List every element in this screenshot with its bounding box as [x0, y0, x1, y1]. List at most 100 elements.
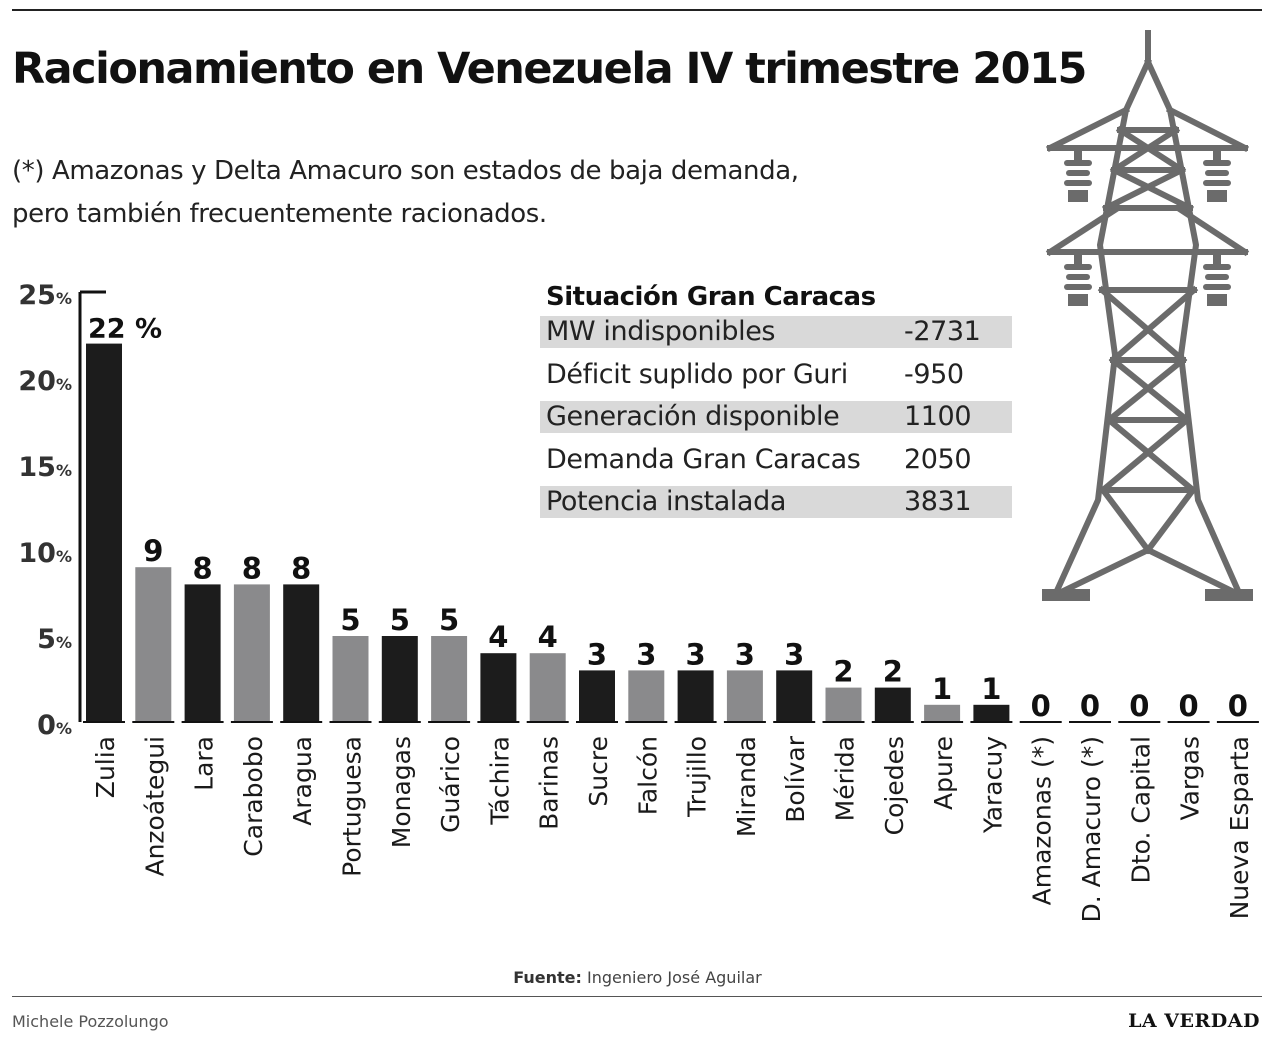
bar [431, 636, 468, 722]
situacion-table: Situación Gran Caracas MW indisponibles … [540, 278, 1012, 529]
category-label: Zulia [91, 736, 120, 798]
bar [973, 704, 1010, 722]
data-label: 5 [390, 603, 410, 637]
category-label: Yaracuy [978, 736, 1007, 834]
source-label: Fuente: [513, 968, 582, 987]
table-row: MW indisponibles -2731 [540, 316, 1012, 348]
bar [579, 670, 615, 722]
row-label: Déficit suplido por Guri [546, 358, 848, 390]
publication-logo: LA VERDAD [1128, 1010, 1260, 1032]
bar [381, 636, 418, 722]
data-label: 3 [686, 637, 706, 671]
row-value: 2050 [904, 443, 972, 475]
y-tick-label: 0% [37, 710, 72, 741]
data-label: 8 [193, 551, 213, 585]
bar-chart: 0% 5% 10% 15% 20% 25% 22 % Zulia 9 Anzoátegui 8 Lar… [18, 280, 1259, 923]
chart-subtitle: (*) Amazonas y Delta Amacuro son estados… [12, 150, 912, 236]
category-label: Lara [190, 736, 219, 791]
data-label: 3 [735, 637, 755, 671]
data-label: 2 [883, 655, 903, 689]
y-tick-label: 25% [18, 280, 72, 311]
data-label: 4 [538, 620, 558, 654]
row-label: Potencia instalada [546, 486, 786, 517]
bar [86, 343, 122, 722]
table-title: Situación Gran Caracas [546, 282, 876, 312]
bar [233, 584, 270, 722]
row-value: -950 [904, 358, 964, 390]
bar [874, 687, 911, 722]
top-rule [12, 9, 1262, 11]
y-tick-label: 15% [18, 452, 72, 483]
data-label: 9 [143, 534, 163, 568]
data-label: 0 [1031, 689, 1051, 723]
category-label: Dto. Capital [1126, 736, 1155, 883]
bar [677, 670, 714, 722]
data-label: 8 [242, 551, 262, 585]
data-label: 1 [932, 672, 952, 706]
source-text: Ingeniero José Aguilar [587, 968, 762, 987]
category-label: Trujillo [683, 736, 712, 818]
category-label: Barinas [535, 736, 564, 830]
row-label: MW indisponibles [546, 316, 776, 347]
bar [628, 670, 665, 722]
data-label: 5 [340, 603, 360, 637]
data-label: 3 [784, 637, 804, 671]
subtitle-line: pero también frecuentemente racionados. [12, 199, 547, 229]
category-label: Amazonas (*) [1028, 736, 1057, 905]
category-label: Aragua [288, 736, 317, 826]
y-tick-label: 10% [18, 538, 72, 569]
data-label: 0 [1129, 689, 1149, 723]
category-label: Anzoátegui [140, 736, 169, 877]
bar [480, 653, 517, 722]
power-tower-icon [1042, 30, 1253, 601]
y-tick-label: 5% [37, 624, 72, 655]
data-label: 0 [1179, 689, 1199, 723]
row-value: -2731 [904, 316, 981, 347]
bar [135, 567, 172, 722]
data-label: 22 % [88, 314, 162, 345]
category-label: Carabobo [239, 736, 268, 857]
category-label: Sucre [584, 736, 613, 807]
category-label: D. Amacuro (*) [1077, 736, 1106, 923]
source-note: Fuente: Ingeniero José Aguilar [0, 968, 1275, 987]
category-label: Mérida [831, 736, 860, 821]
y-tick-label: 20% [18, 366, 72, 397]
data-label: 8 [291, 551, 311, 585]
category-label: Guárico [436, 736, 465, 833]
table-row: Demanda Gran Caracas 2050 [540, 444, 1012, 476]
bar [776, 670, 813, 722]
data-label: 1 [981, 672, 1001, 706]
bottom-rule [12, 996, 1262, 997]
category-label: Monagas [387, 736, 416, 848]
data-label: 5 [439, 603, 459, 637]
table-row: Déficit suplido por Guri -950 [540, 359, 1012, 391]
category-label: Miranda [732, 736, 761, 837]
category-label: Portuguesa [338, 736, 367, 877]
subtitle-line: (*) Amazonas y Delta Amacuro son estados… [12, 156, 799, 186]
bar [825, 687, 862, 722]
table-row: Generación disponible 1100 [540, 401, 1012, 433]
category-label: Apure [929, 736, 958, 810]
category-label: Vargas [1176, 736, 1205, 821]
bar [184, 584, 221, 722]
data-label: 2 [833, 655, 853, 689]
category-label: Falcón [633, 736, 662, 815]
chart-title: Racionamiento en Venezuela IV trimestre … [12, 44, 1087, 94]
row-label: Generación disponible [546, 401, 840, 432]
bar [726, 670, 763, 722]
category-label: Cojedes [880, 736, 909, 835]
author-credit: Michele Pozzolungo [12, 1012, 169, 1031]
category-label: Bolívar [781, 735, 810, 822]
row-value: 1100 [904, 401, 972, 432]
data-label: 3 [587, 637, 607, 671]
row-label: Demanda Gran Caracas [546, 443, 861, 475]
bar [283, 584, 320, 722]
table-row: Potencia instalada 3831 [540, 486, 1012, 518]
data-label: 0 [1080, 689, 1100, 723]
category-label: Nueva Esparta [1225, 736, 1254, 919]
category-label: Táchira [485, 736, 514, 826]
data-label: 0 [1228, 689, 1248, 723]
bar [924, 704, 961, 722]
bar [529, 653, 566, 722]
bar [332, 636, 369, 722]
